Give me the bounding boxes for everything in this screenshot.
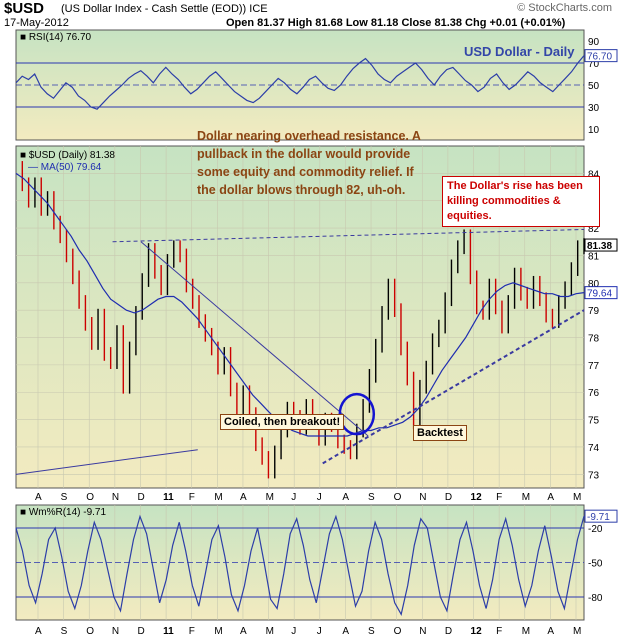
trendline-resistance xyxy=(112,228,585,243)
ma-value-tag xyxy=(584,286,618,300)
price-y-tick: 84 xyxy=(588,169,600,180)
price-y-tick: 75 xyxy=(588,416,600,427)
price-x-tick: F xyxy=(496,492,502,503)
willr-x-tick: A xyxy=(35,626,42,637)
price-value-tag xyxy=(584,238,618,252)
willr-x-tick: F xyxy=(189,626,195,637)
williams-r-panel: -20 -50 -80 ■ Wm%R(14) -9.71 -9.71 A S O N D 11 F M A… xyxy=(15,504,618,637)
annotation-backtest: Backtest xyxy=(413,425,467,441)
rsi-y-tick: 10 xyxy=(588,125,600,136)
ohlc-summary: Open 81.37 High 81.68 Low 81.18 Close 81… xyxy=(226,17,566,29)
willr-x-tick: 11 xyxy=(163,626,174,637)
ma-value-label: 79.64 xyxy=(587,289,612,300)
willr-legend: ■ Wm%R(14) -9.71 xyxy=(20,507,106,518)
willr-x-tick: A xyxy=(547,626,554,637)
willr-x-tick: A xyxy=(342,626,349,637)
price-x-tick: M xyxy=(522,492,530,503)
willr-value-tag xyxy=(584,509,618,523)
price-x-tick: O xyxy=(394,492,402,503)
price-y-tick: 80 xyxy=(588,279,600,290)
willr-y-tick: -20 xyxy=(588,524,603,535)
willr-x-tick: M xyxy=(522,626,530,637)
willr-x-tick: J xyxy=(291,626,296,637)
price-y-tick: 76 xyxy=(588,388,600,399)
price-y-tick: 77 xyxy=(588,361,600,372)
chart-description: (US Dollar Index - Cash Settle (EOD)) IC… xyxy=(61,3,268,15)
willr-x-tick: N xyxy=(419,626,426,637)
price-x-tick: M xyxy=(573,492,581,503)
willr-x-tick: N xyxy=(112,626,119,637)
willr-x-tick: A xyxy=(240,626,247,637)
price-x-tick: S xyxy=(368,492,375,503)
price-x-tick: F xyxy=(189,492,195,503)
rsi-line xyxy=(15,55,585,110)
price-x-tick: M xyxy=(214,492,222,503)
annotation-main: Dollar nearing overhead resistance. A pu… xyxy=(197,129,421,197)
price-x-tick: A xyxy=(547,492,554,503)
price-y-tick: 74 xyxy=(588,443,600,454)
stockcharts-watermark: © StockCharts.com xyxy=(517,2,612,14)
rsi-y-tick: 30 xyxy=(588,103,600,114)
willr-line xyxy=(15,514,585,616)
price-panel: 848382818079787776757473■ $USD (Daily) 8… xyxy=(15,145,618,503)
price-value-label: 81.38 xyxy=(587,241,612,252)
willr-x-tick: J xyxy=(317,626,322,637)
rsi-y-tick: 90 xyxy=(588,37,600,48)
annotation-coiled: Coiled, then breakout! xyxy=(220,414,345,430)
price-x-tick: S xyxy=(61,492,68,503)
willr-y-tick: -50 xyxy=(588,559,603,570)
willr-x-tick: M xyxy=(573,626,581,637)
price-x-tick: J xyxy=(291,492,296,503)
ma-legend: — MA(50) 79.64 xyxy=(28,162,102,173)
price-y-tick: 73 xyxy=(588,470,600,481)
rsi-legend: ■ RSI(14) 76.70 xyxy=(20,32,92,43)
price-x-tick: O xyxy=(86,492,94,503)
rsi-y-tick: 70 xyxy=(588,59,600,70)
price-x-tick: A xyxy=(240,492,247,503)
price-y-tick: 78 xyxy=(588,334,600,345)
willr-x-tick: O xyxy=(394,626,402,637)
willr-x-tick: 12 xyxy=(471,626,483,637)
rsi-panel: 90 70 50 30 10 ■ RSI(14) 76.70 USD Dollar - Da… xyxy=(15,29,618,141)
price-x-tick: A xyxy=(342,492,349,503)
price-x-tick: N xyxy=(419,492,426,503)
price-x-tick: M xyxy=(266,492,274,503)
ma50-line xyxy=(15,172,585,437)
price-x-tick: D xyxy=(445,492,452,503)
willr-x-tick: O xyxy=(86,626,94,637)
price-x-tick: D xyxy=(137,492,144,503)
willr-x-tick: M xyxy=(266,626,274,637)
annotation-red: The Dollar's rise has been killing commo… xyxy=(442,176,600,227)
price-y-tick: 79 xyxy=(588,306,600,317)
price-x-tick: N xyxy=(112,492,119,503)
price-legend: ■ $USD (Daily) 81.38 xyxy=(20,150,115,161)
willr-x-tick: D xyxy=(445,626,452,637)
price-y-tick: 82 xyxy=(588,224,600,235)
willr-x-tick: D xyxy=(137,626,144,637)
rsi-value-label: 76.70 xyxy=(587,52,612,63)
price-x-tick: 12 xyxy=(471,492,483,503)
willr-y-tick: -80 xyxy=(588,593,603,604)
rsi-value-tag xyxy=(584,49,618,63)
price-x-tick: A xyxy=(35,492,42,503)
trendline-descending xyxy=(140,241,369,437)
trendline-lower-support xyxy=(15,449,198,475)
panel-label: USD Dollar - Daily xyxy=(464,44,575,59)
willr-x-tick: S xyxy=(368,626,375,637)
trendline-rising-support xyxy=(322,309,585,465)
willr-x-tick: S xyxy=(61,626,68,637)
price-x-tick: 11 xyxy=(163,492,174,503)
rsi-y-tick: 50 xyxy=(588,81,600,92)
willr-x-tick: M xyxy=(214,626,222,637)
chart-date: 17-May-2012 xyxy=(4,17,69,29)
price-x-tick: J xyxy=(317,492,322,503)
price-y-tick: 81 xyxy=(588,251,600,262)
willr-value-label: -9.71 xyxy=(587,512,610,523)
willr-x-tick: F xyxy=(496,626,502,637)
chart-symbol: $USD xyxy=(4,0,45,17)
